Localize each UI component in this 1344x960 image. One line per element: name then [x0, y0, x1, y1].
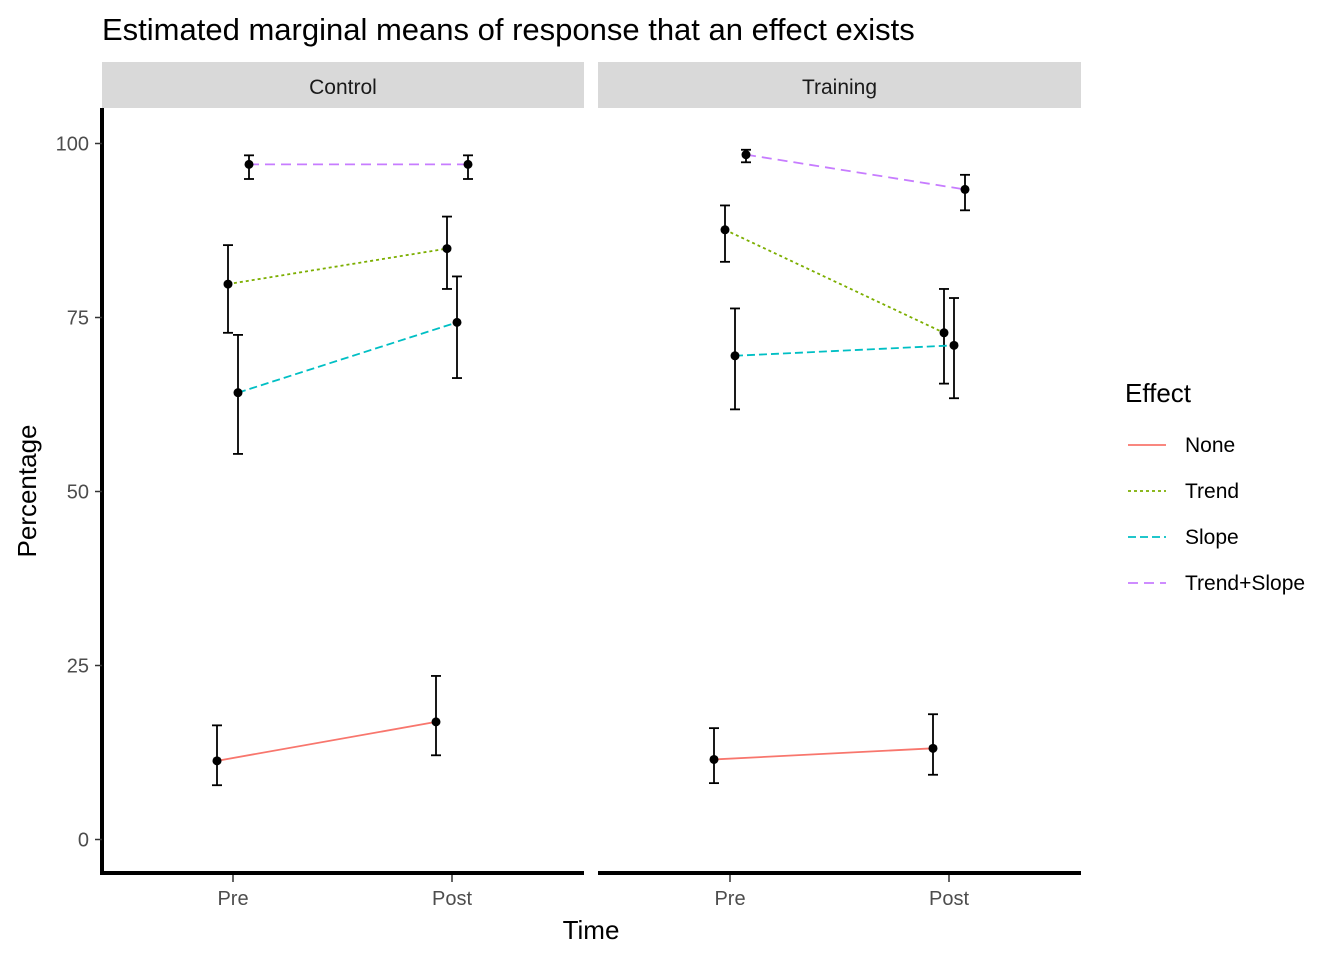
legend-label: Slope [1185, 526, 1239, 549]
y-tick-label: 25 [67, 656, 89, 678]
data-point [212, 756, 222, 766]
error-bar [223, 244, 233, 334]
series-line [724, 228, 945, 334]
series-line [734, 344, 955, 357]
error-bar [452, 275, 462, 379]
data-point [730, 351, 740, 361]
legend-label: Trend+Slope [1185, 572, 1305, 595]
y-tick-label: 50 [67, 482, 89, 504]
series-none [212, 675, 441, 787]
series-line [237, 321, 458, 394]
chart-title: Estimated marginal means of response tha… [102, 12, 915, 47]
data-point [928, 743, 938, 753]
series-line [216, 720, 437, 762]
facet-training [709, 148, 970, 785]
data-point [233, 388, 243, 398]
series-none [709, 713, 938, 785]
series-layer [212, 148, 970, 787]
legend-title: Effect [1125, 378, 1192, 408]
legend-label: None [1185, 434, 1235, 457]
series-trend [720, 204, 949, 385]
facet-control [212, 154, 473, 787]
error-bar [431, 675, 441, 757]
series-slope [233, 275, 462, 455]
strip-label-control: Control [309, 76, 377, 99]
data-point [463, 159, 473, 169]
x-ticks: Pre Post Pre Post [217, 875, 969, 910]
series-line [745, 153, 966, 191]
data-point [949, 340, 959, 350]
series-trend [223, 215, 452, 334]
y-tick-label: 0 [78, 830, 89, 852]
x-tick-label: Post [929, 888, 969, 910]
error-bar [212, 724, 222, 787]
strip-control [102, 62, 584, 108]
data-point [244, 159, 254, 169]
x-tick-label: Pre [217, 888, 248, 910]
y-ticks: 0 25 50 75 100 [56, 134, 102, 852]
y-tick-label: 100 [56, 134, 89, 156]
data-point [442, 244, 452, 254]
data-point [452, 317, 462, 327]
legend-label: Trend [1185, 480, 1239, 503]
x-tick-label: Pre [714, 888, 745, 910]
strip-training [598, 62, 1081, 108]
series-trend-slope [741, 148, 970, 212]
series-slope [730, 297, 959, 411]
data-point [939, 328, 949, 338]
x-tick-label: Post [432, 888, 472, 910]
series-trend-slope [244, 154, 473, 180]
data-point [709, 754, 719, 764]
legend: Effect None Trend Slope Trend+Slope [1125, 378, 1305, 595]
strip-label-training: Training [802, 76, 877, 99]
data-point [720, 225, 730, 235]
data-point [223, 279, 233, 289]
data-point [741, 150, 751, 160]
data-point [960, 184, 970, 194]
x-axis-title: Time [563, 915, 620, 945]
y-tick-label: 75 [67, 308, 89, 330]
series-line [227, 247, 448, 285]
series-line [713, 747, 934, 761]
data-point [431, 717, 441, 727]
y-axis-title: Percentage [12, 425, 42, 558]
